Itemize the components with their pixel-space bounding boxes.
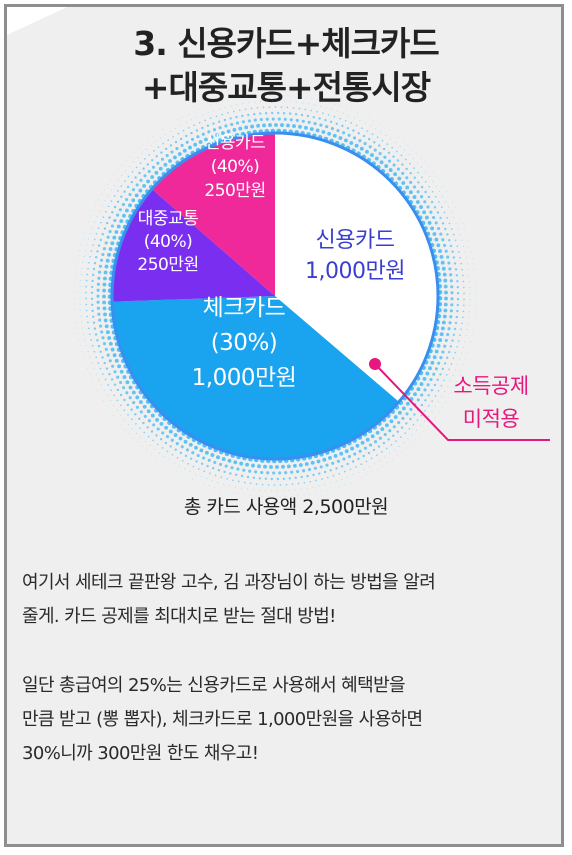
paragraph-2-line: 일단 총급여의 25%는 신용카드로 사용해서 혜택받을 xyxy=(22,675,406,696)
slice-label-check: 체크카드 (30%) 1,000만원 xyxy=(192,295,297,391)
annotation-label-line: 미적용 xyxy=(463,407,520,431)
slice-label-line: 대중교통 xyxy=(138,209,199,229)
pie-slice-check xyxy=(112,296,399,460)
pie-slice-credit-small xyxy=(151,132,275,296)
paragraph-2-line: 만큼 받고 (뽕 뽑자), 체크카드로 1,000만원을 사용하면 xyxy=(22,709,423,730)
slice-label-transit: 대중교통 (40%) 250만원 xyxy=(137,209,199,275)
title-line-2: +대중교통+전통시장 xyxy=(141,68,431,107)
slice-label-line: 1,000만원 xyxy=(305,259,405,284)
slice-label-line: 1,000만원 xyxy=(192,365,297,391)
annotation-leader-line xyxy=(374,363,550,441)
slice-label-line: 신용카드 xyxy=(205,133,266,153)
paragraph-2-line: 30%니까 300만원 한도 채우고! xyxy=(22,743,259,764)
slice-label-line: (30%) xyxy=(211,330,278,356)
pie-slice-credit-main xyxy=(275,133,439,402)
slice-label-line: 250만원 xyxy=(137,255,198,275)
total-usage-label: 총 카드 사용액 2,500만원 xyxy=(183,496,389,518)
slice-label-credit-small: 신용카드 (40%) 250만원 xyxy=(204,133,266,201)
slice-label-credit-main: 신용카드 1,000만원 xyxy=(305,228,405,284)
paragraph-2: 일단 총급여의 25%는 신용카드로 사용해서 혜택받을 만큼 받고 (뽕 뽑자… xyxy=(22,669,552,771)
slice-label-line: 체크카드 xyxy=(203,295,286,321)
annotation-label-line: 소득공제 xyxy=(453,374,528,398)
slice-label-line: 신용카드 xyxy=(316,228,395,253)
pie-slice-transit xyxy=(112,189,275,302)
paragraph-1: 여기서 세테크 끝판왕 고수, 김 과장님이 하는 방법을 알려 줄게. 카드 … xyxy=(22,566,552,634)
title-line-1: 3. 신용카드+체크카드 xyxy=(133,24,440,63)
slice-label-line: (40%) xyxy=(211,157,260,177)
paragraph-1-line: 줄게. 카드 공제를 최대치로 받는 절대 방법! xyxy=(22,606,336,627)
paragraph-1-line: 여기서 세테크 끝판왕 고수, 김 과장님이 하는 방법을 알려 xyxy=(22,572,436,593)
pie-outline xyxy=(110,131,440,461)
pie-chart: 신용카드1,000만원체크카드(30%)1,000만원대중교통(40%)250만… xyxy=(73,94,550,498)
slice-label-line: 250만원 xyxy=(204,181,265,201)
slice-label-line: (40%) xyxy=(144,232,193,252)
